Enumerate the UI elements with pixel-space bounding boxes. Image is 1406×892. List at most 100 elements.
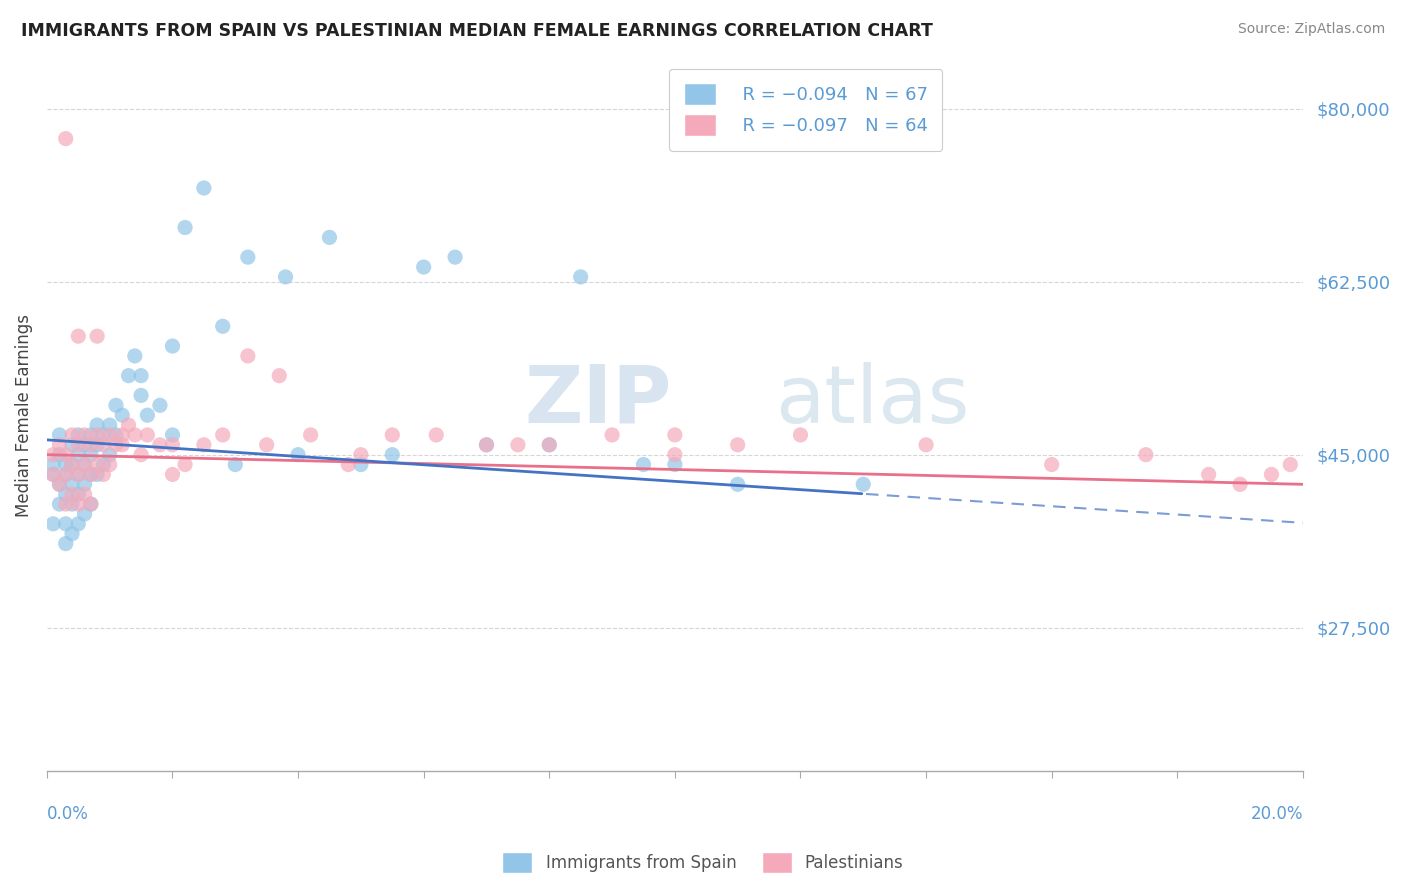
Point (73, 487, 96, 501)
Point (381, 428, 404, 442)
Text: ZIP: ZIP (524, 362, 672, 440)
Point (224, 458, 246, 472)
Point (42, 448, 65, 462)
Point (111, 428, 134, 442)
Point (162, 339, 184, 353)
Point (475, 438, 498, 452)
Point (1229, 477, 1251, 491)
Point (124, 428, 146, 442)
Point (193, 438, 215, 452)
Point (67, 467, 90, 482)
Point (67, 467, 90, 482)
Point (174, 458, 197, 472)
Point (129, 368, 152, 383)
Point (129, 448, 152, 462)
Point (93, 467, 115, 482)
Point (48, 438, 70, 452)
Point (86, 467, 108, 482)
Point (538, 438, 561, 452)
Point (789, 428, 811, 442)
Point (236, 349, 259, 363)
Point (211, 319, 233, 334)
Point (80, 497, 103, 511)
Point (55, 487, 77, 501)
Point (162, 467, 184, 482)
Point (274, 269, 297, 284)
Point (98, 428, 121, 442)
Point (93, 458, 115, 472)
Point (67, 329, 90, 343)
Point (60, 458, 83, 472)
Point (287, 448, 309, 462)
Point (136, 428, 159, 442)
Point (162, 428, 184, 442)
Point (318, 230, 340, 244)
Point (98, 418, 121, 433)
Point (727, 438, 749, 452)
Point (664, 428, 686, 442)
Point (117, 418, 139, 433)
Point (55, 448, 77, 462)
Point (55, 467, 77, 482)
Point (193, 181, 215, 195)
Point (104, 398, 127, 412)
Point (915, 438, 938, 452)
Point (117, 368, 139, 383)
Point (60, 497, 83, 511)
Point (48, 477, 70, 491)
Point (55, 536, 77, 550)
Point (111, 438, 134, 452)
Point (299, 428, 322, 442)
Point (73, 438, 96, 452)
Point (73, 507, 96, 521)
Point (111, 408, 134, 422)
Point (86, 428, 108, 442)
Point (727, 477, 749, 491)
Point (55, 131, 77, 145)
Point (337, 458, 360, 472)
Point (80, 467, 103, 482)
Point (67, 438, 90, 452)
Text: 0.0%: 0.0% (46, 805, 89, 823)
Legend:   R = −0.094   N = 67,   R = −0.097   N = 64: R = −0.094 N = 67, R = −0.097 N = 64 (669, 69, 942, 151)
Point (93, 438, 115, 452)
Point (425, 428, 447, 442)
Point (67, 448, 90, 462)
Point (1040, 458, 1063, 472)
Point (60, 526, 83, 541)
Point (269, 368, 291, 383)
Legend: Immigrants from Spain, Palestinians: Immigrants from Spain, Palestinians (496, 846, 910, 880)
Point (80, 448, 103, 462)
Point (55, 516, 77, 531)
Point (60, 477, 83, 491)
Y-axis label: Median Female Earnings: Median Female Earnings (15, 314, 32, 516)
Point (93, 428, 115, 442)
Text: IMMIGRANTS FROM SPAIN VS PALESTINIAN MEDIAN FEMALE EARNINGS CORRELATION CHART: IMMIGRANTS FROM SPAIN VS PALESTINIAN MED… (21, 22, 934, 40)
Point (381, 448, 404, 462)
Point (73, 428, 96, 442)
Point (73, 458, 96, 472)
Point (67, 428, 90, 442)
Point (80, 438, 103, 452)
Point (67, 487, 90, 501)
Point (42, 516, 65, 531)
Point (48, 428, 70, 442)
Point (80, 467, 103, 482)
Point (162, 438, 184, 452)
Point (80, 428, 103, 442)
Point (98, 448, 121, 462)
Point (60, 487, 83, 501)
Point (174, 220, 197, 235)
Point (664, 448, 686, 462)
Point (412, 260, 434, 274)
Point (86, 418, 108, 433)
Point (664, 458, 686, 472)
Point (73, 477, 96, 491)
Point (444, 250, 467, 264)
Point (1198, 467, 1220, 482)
Point (538, 438, 561, 452)
Point (60, 438, 83, 452)
Point (55, 497, 77, 511)
Point (149, 438, 172, 452)
Point (236, 250, 259, 264)
